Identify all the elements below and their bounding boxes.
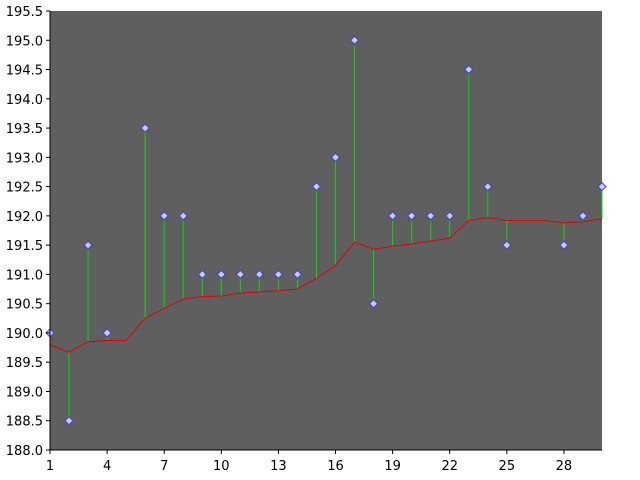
data-point <box>368 298 379 309</box>
data-point <box>483 181 493 192</box>
axes <box>49 11 602 451</box>
trend-line <box>49 217 603 353</box>
x-tick-label: 10 <box>213 459 230 474</box>
y-tick-label: 192.5 <box>6 181 43 196</box>
data-point <box>406 211 417 221</box>
y-tick-label: 188.5 <box>6 415 43 430</box>
y-tick-label: 190.5 <box>6 298 43 313</box>
data-point <box>64 416 74 426</box>
x-tick-label: 4 <box>103 459 111 474</box>
x-tick-label: 25 <box>499 459 516 474</box>
x-tick-label: 7 <box>160 459 168 474</box>
data-point <box>140 123 150 133</box>
y-tick-label: 194.0 <box>6 93 43 108</box>
data-point <box>83 240 93 250</box>
data-point <box>559 240 569 250</box>
x-axis-ticks: 1 4 7 10 13 16 19 22 25 28 <box>46 450 572 474</box>
x-tick-label: 16 <box>327 459 344 474</box>
data-point <box>597 181 607 192</box>
y-tick-label: 195.0 <box>6 34 43 49</box>
y-axis-ticks: 188.0 188.5 189.0 189.5 190.0 190.5 191.0 191.5… <box>6 5 50 459</box>
data-point <box>387 211 398 221</box>
data-point <box>330 152 341 163</box>
data-point <box>216 269 227 280</box>
x-tick-label: 22 <box>441 459 458 474</box>
y-tick-label: 192.0 <box>6 210 43 225</box>
y-tick-label: 190.0 <box>6 327 43 342</box>
y-tick-label: 189.5 <box>6 356 43 371</box>
y-tick-label: 195.5 <box>6 5 43 20</box>
y-tick-label: 193.5 <box>6 122 43 137</box>
data-point <box>425 211 436 221</box>
y-tick-label: 189.0 <box>6 385 43 400</box>
trend-line-path <box>49 217 603 353</box>
residual-stems <box>49 40 603 421</box>
data-point <box>254 269 265 280</box>
y-tick-label: 191.5 <box>6 239 43 254</box>
data-point <box>502 240 512 250</box>
y-tick-label: 194.5 <box>6 64 43 79</box>
x-tick-label: 19 <box>384 459 401 474</box>
data-point <box>197 269 207 280</box>
data-point <box>349 35 360 45</box>
data-point <box>178 211 188 221</box>
data-point <box>273 269 284 280</box>
plot-area <box>50 11 602 450</box>
y-tick-label: 193.0 <box>6 151 43 166</box>
y-tick-label: 191.0 <box>6 268 43 283</box>
x-tick-label: 28 <box>556 459 573 474</box>
data-point <box>578 211 588 221</box>
data-point <box>292 269 303 280</box>
data-point <box>235 269 246 280</box>
data-point <box>102 328 112 338</box>
data-point <box>159 211 169 221</box>
data-point <box>311 181 322 192</box>
y-tick-label: 188.0 <box>6 444 43 459</box>
x-tick-label: 1 <box>46 459 54 474</box>
data-point <box>445 211 455 221</box>
data-points <box>45 35 607 426</box>
data-point <box>464 64 474 75</box>
x-tick-label: 13 <box>270 459 287 474</box>
